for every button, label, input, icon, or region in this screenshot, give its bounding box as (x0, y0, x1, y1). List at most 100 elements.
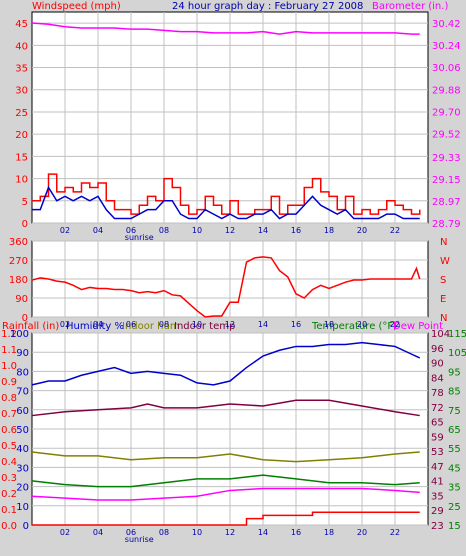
x-tick-label: 06 (126, 528, 136, 537)
temperature-tick-label: 65 (448, 425, 461, 436)
rain-tick-label: 0.9 (1, 377, 17, 388)
x-tick-label: 08 (159, 528, 169, 537)
page-title: 24 hour graph day : February 27 2008 (172, 1, 364, 12)
humidity-tick-label: 50 (16, 425, 29, 436)
humidity-series-line-1 (31, 399, 420, 417)
x-tick-label: 16 (291, 528, 301, 537)
compass-tick-label: N (440, 237, 447, 248)
x-tick-label: 12 (225, 320, 235, 329)
temperature-tick-label: 105 (448, 348, 466, 359)
humidity-tick-label: 80 (16, 367, 29, 378)
barometer-tick-label: 29.88 (432, 85, 461, 96)
temperature-tick-label: 25 (448, 502, 461, 513)
indoor-temp-tick-label: 23 (431, 521, 444, 532)
indoor-temp-tick-label: 104 (431, 329, 450, 340)
x-tick-label: 06 (126, 226, 136, 235)
x-tick-label: 16 (291, 320, 301, 329)
x-tick-label: 22 (390, 226, 400, 235)
indoor-temp-tick-label: 84 (431, 373, 444, 384)
temperature-tick-label: 15 (448, 521, 461, 532)
direction-tick-label: 0 (22, 313, 28, 324)
wind-tick-label: 15 (15, 152, 28, 163)
indoor-temp-tick-label: 72 (431, 403, 444, 414)
indoor-temp-tick-label: 96 (431, 344, 444, 355)
indoor-temp-tick-label: 90 (431, 359, 444, 370)
barometer-tick-label: 28.97 (432, 197, 461, 208)
x-tick-label: 06 (126, 320, 136, 329)
x-tick-label: 14 (258, 226, 268, 235)
barometer-tick-label: 29.52 (432, 129, 461, 140)
humidity-tick-label: 60 (16, 406, 29, 417)
compass-tick-label: N (440, 313, 447, 324)
barometer-tick-label: 29.15 (432, 175, 461, 186)
humidity-series-line-5 (32, 511, 420, 526)
x-tick-label: 20 (357, 320, 367, 329)
temperature-tick-label: 35 (448, 483, 461, 494)
humidity-tick-label: 70 (16, 387, 29, 398)
x-tick-label: 10 (192, 320, 202, 329)
windspeed-axis-label: Windspeed (mph) (32, 1, 121, 12)
rain-tick-label: 0.8 (1, 393, 17, 404)
direction-tick-label: 90 (15, 294, 28, 305)
x-tick-label: 08 (159, 226, 169, 235)
humidity-tick-label: 90 (16, 348, 29, 359)
rain-tick-label: 0.3 (1, 473, 17, 484)
x-tick-label: 22 (390, 528, 400, 537)
rain-tick-label: 0.6 (1, 425, 17, 436)
indoor-hum-label: Indoor hum (122, 321, 180, 332)
rain-tick-label: 1.1 (1, 345, 17, 356)
compass-tick-label: E (440, 294, 446, 305)
x-tick-label: 10 (192, 226, 202, 235)
wind-tick-label: 40 (15, 41, 28, 52)
x-tick-label: 12 (225, 226, 235, 235)
wind-series-line-2 (32, 185, 420, 220)
wind-tick-label: 30 (15, 86, 28, 97)
humidity-label: Humidity % (66, 321, 125, 332)
rain-tick-label: 0.2 (1, 489, 17, 500)
wind-tick-label: 20 (15, 130, 28, 141)
humidity-series-line-0 (31, 341, 421, 386)
wind-tick-label: 5 (22, 197, 28, 208)
barometer-axis-label: Barometer (in.) (372, 1, 449, 12)
temperature-tick-label: 55 (448, 444, 461, 455)
barometer-tick-label: 30.42 (432, 19, 461, 30)
x-tick-label: 02 (60, 226, 70, 235)
rain-tick-label: 0.4 (1, 457, 17, 468)
compass-tick-label: W (440, 256, 450, 267)
humidity-tick-label: 0 (23, 521, 29, 532)
temperature-tick-label: 115 (448, 329, 466, 340)
wind-tick-label: 25 (15, 108, 28, 119)
humidity-series-line-3 (31, 474, 420, 488)
rain-tick-label: 0.7 (1, 409, 17, 420)
barometer-tick-label: 29.70 (432, 107, 461, 118)
rain-tick-label: 0.1 (1, 505, 17, 516)
x-tick-label: 12 (225, 528, 235, 537)
x-tick-label: 02 (60, 320, 70, 329)
wind-tick-label: 35 (15, 64, 28, 75)
humidity-series-line-2 (31, 451, 420, 463)
x-tick-label: 20 (357, 226, 367, 235)
x-tick-label: 08 (159, 320, 169, 329)
direction-series-line (31, 256, 421, 318)
x-tick-label: 18 (324, 320, 334, 329)
humidity-series-line-4 (31, 487, 420, 501)
humidity-tick-label: 10 (16, 502, 29, 513)
wind-tick-label: 45 (15, 19, 28, 30)
temperature-tick-label: 95 (448, 367, 461, 378)
sunrise-label: sunrise (125, 233, 154, 242)
indoor-temp-tick-label: 78 (431, 388, 444, 399)
x-tick-label: 20 (357, 528, 367, 537)
wind-series-line-1 (32, 173, 421, 215)
wind-series-line-0 (31, 22, 420, 35)
barometer-tick-label: 28.79 (432, 219, 461, 230)
humidity-tick-label: 30 (16, 463, 29, 474)
x-tick-label: 02 (60, 528, 70, 537)
rain-tick-label: 0.0 (1, 521, 17, 532)
humidity-tick-label: 40 (16, 444, 29, 455)
wind-tick-label: 10 (15, 175, 28, 186)
sunrise-label: sunrise (125, 535, 154, 544)
direction-tick-label: 180 (9, 275, 28, 286)
dew-point-label: Dew Point (393, 321, 444, 332)
